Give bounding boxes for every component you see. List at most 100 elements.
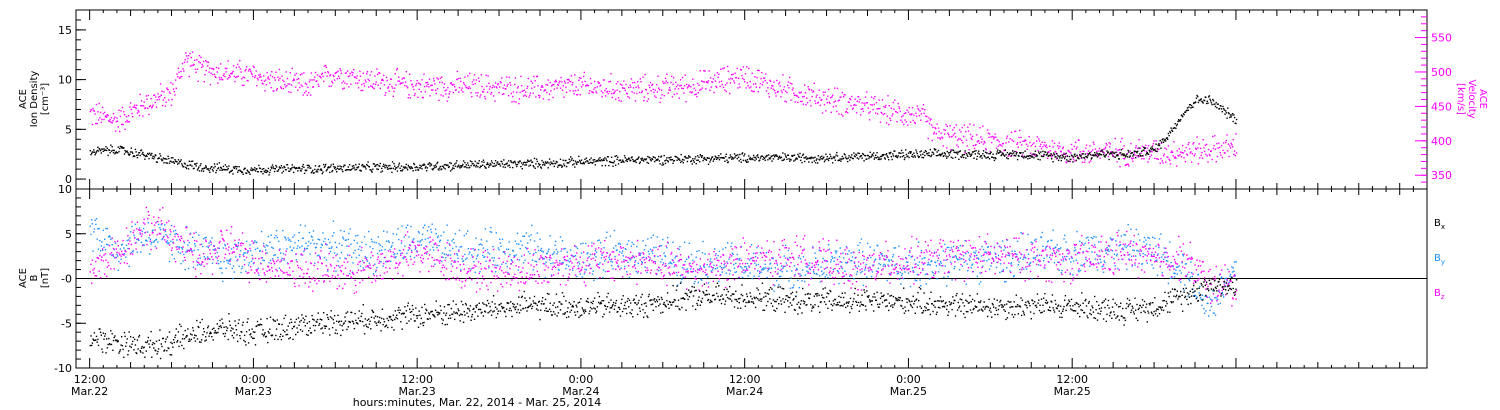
velocity-series-point xyxy=(107,114,109,117)
velocity-series-point xyxy=(131,112,133,115)
by-series-point xyxy=(861,270,863,273)
velocity-series-point xyxy=(264,90,266,92)
by-series-point xyxy=(373,241,375,243)
by-series-point xyxy=(267,245,269,247)
by-series-point xyxy=(661,258,663,261)
by-series-point xyxy=(401,225,403,227)
velocity-series-point xyxy=(973,147,976,150)
velocity-series-point xyxy=(703,70,705,72)
velocity-series-point xyxy=(593,88,595,90)
density-series-point xyxy=(453,167,455,170)
velocity-series-point xyxy=(1069,160,1071,163)
velocity-series-point xyxy=(427,83,429,86)
by-series-point xyxy=(486,248,489,251)
velocity-series-point xyxy=(1149,156,1151,158)
density-series-point xyxy=(404,167,406,169)
density-series-point xyxy=(1123,153,1125,155)
density-series-point xyxy=(759,157,762,159)
velocity-series-point xyxy=(1190,161,1193,163)
legend-label: B xyxy=(1434,288,1441,299)
velocity-series-point xyxy=(1048,151,1050,153)
velocity-series-point xyxy=(294,74,296,76)
velocity-series-point xyxy=(765,73,767,75)
density-series-point xyxy=(287,167,289,169)
velocity-series-point xyxy=(245,66,248,68)
by-series-point xyxy=(1035,238,1037,240)
by-series-point xyxy=(438,244,440,247)
density-series-point xyxy=(868,156,871,158)
velocity-series-point xyxy=(318,85,320,87)
density-series-point xyxy=(1082,153,1084,155)
density-series-point xyxy=(1176,123,1178,125)
density-series-point xyxy=(827,159,830,162)
by-series-point xyxy=(313,242,315,245)
density-axis-label-line: ACE xyxy=(18,89,29,109)
density-series-point xyxy=(587,160,589,163)
density-series-point xyxy=(594,164,596,166)
by-series-point xyxy=(167,243,169,245)
density-series-point xyxy=(370,169,372,171)
by-series-point xyxy=(640,252,642,255)
density-series-point xyxy=(1097,153,1099,155)
by-series-point xyxy=(974,252,976,254)
velocity-series-point xyxy=(796,95,798,97)
velocity-series-point xyxy=(609,80,611,83)
velocity-series-point xyxy=(254,75,257,77)
by-series-point xyxy=(926,264,929,266)
by-series-point xyxy=(984,251,986,253)
velocity-series-point xyxy=(650,90,652,92)
by-series-point xyxy=(800,274,802,277)
velocity-series-point xyxy=(267,76,270,78)
by-series-point xyxy=(303,247,306,250)
velocity-series-point xyxy=(1203,147,1205,149)
by-series-point xyxy=(350,243,352,245)
by-series-point xyxy=(328,247,330,249)
density-series-point xyxy=(406,167,408,169)
velocity-series-point xyxy=(952,134,955,136)
velocity-series-point xyxy=(391,85,393,88)
density-series-point xyxy=(974,153,976,155)
density-series-point xyxy=(1230,116,1232,118)
by-series-point xyxy=(600,257,603,259)
by-series-point xyxy=(357,248,360,250)
velocity-series-point xyxy=(595,92,598,94)
by-series-point xyxy=(520,255,523,257)
by-series-point xyxy=(169,233,171,236)
velocity-series-point xyxy=(961,139,963,142)
velocity-series-point xyxy=(1019,129,1021,132)
density-series-point xyxy=(625,160,627,162)
density-series-point xyxy=(753,156,755,159)
velocity-series-point xyxy=(558,82,560,84)
velocity-series-point xyxy=(725,90,727,93)
velocity-series-point xyxy=(1118,148,1120,151)
velocity-series-point xyxy=(1211,158,1213,161)
velocity-series-point xyxy=(576,94,579,96)
density-series-point xyxy=(1070,154,1073,156)
density-series-point xyxy=(882,154,884,157)
density-series-point xyxy=(738,160,740,162)
density-series-point xyxy=(336,167,338,169)
density-series-point xyxy=(785,156,787,158)
velocity-series-point xyxy=(424,91,427,93)
velocity-series-point xyxy=(1049,150,1052,152)
density-series-point xyxy=(436,162,438,165)
by-series-point xyxy=(589,253,592,256)
velocity-series-point xyxy=(151,105,154,108)
velocity-series-point xyxy=(847,112,849,114)
by-series-point xyxy=(632,243,635,245)
density-series-point xyxy=(631,156,633,158)
by-series-point xyxy=(549,235,551,237)
density-series-point xyxy=(198,170,201,172)
velocity-series-point xyxy=(89,110,91,113)
velocity-series-point xyxy=(435,92,437,95)
by-series-point xyxy=(672,241,674,243)
velocity-series-point xyxy=(561,89,564,91)
by-series-point xyxy=(679,246,681,248)
by-series-point xyxy=(342,238,345,240)
density-series-point xyxy=(227,167,229,170)
velocity-series-point xyxy=(350,83,352,85)
velocity-series-point xyxy=(359,75,362,77)
density-series-point xyxy=(658,155,660,158)
density-series-point xyxy=(740,161,742,163)
density-series-point xyxy=(927,154,929,157)
